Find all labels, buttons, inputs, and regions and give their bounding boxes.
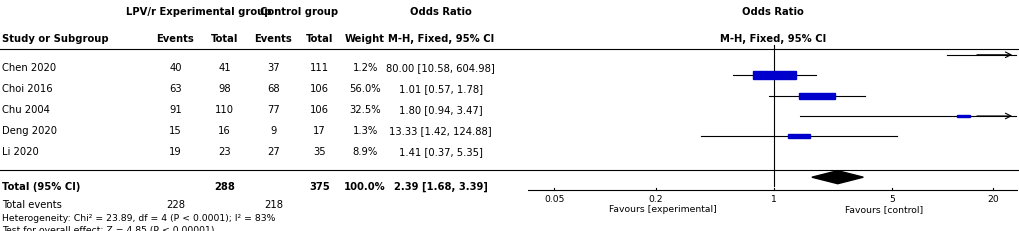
Text: 0.05: 0.05 bbox=[544, 194, 565, 203]
Text: 15: 15 bbox=[169, 125, 181, 136]
Text: 106: 106 bbox=[310, 105, 328, 115]
Text: Deng 2020: Deng 2020 bbox=[2, 125, 57, 136]
Text: 98: 98 bbox=[218, 84, 230, 94]
Text: M-H, Fixed, 95% CI: M-H, Fixed, 95% CI bbox=[387, 33, 493, 43]
Text: 23: 23 bbox=[218, 146, 230, 156]
Text: 288: 288 bbox=[214, 181, 234, 191]
Text: 218: 218 bbox=[264, 199, 282, 209]
Text: 17: 17 bbox=[313, 125, 325, 136]
Text: Total: Total bbox=[211, 33, 237, 43]
Text: Choi 2016: Choi 2016 bbox=[2, 84, 53, 94]
Text: Total: Total bbox=[306, 33, 332, 43]
Text: 19: 19 bbox=[169, 146, 181, 156]
Text: 106: 106 bbox=[310, 84, 328, 94]
Text: 1.80 [0.94, 3.47]: 1.80 [0.94, 3.47] bbox=[398, 105, 482, 115]
Polygon shape bbox=[811, 171, 862, 184]
Text: 16: 16 bbox=[218, 125, 230, 136]
Text: Favours [experimental]: Favours [experimental] bbox=[608, 204, 716, 213]
Text: Events: Events bbox=[156, 33, 195, 43]
Text: 77: 77 bbox=[267, 105, 279, 115]
Text: 1.01 [0.57, 1.78]: 1.01 [0.57, 1.78] bbox=[398, 84, 482, 94]
Text: 8.9%: 8.9% bbox=[353, 146, 377, 156]
Text: 63: 63 bbox=[169, 84, 181, 94]
Text: 375: 375 bbox=[309, 181, 329, 191]
Text: Weight: Weight bbox=[344, 33, 385, 43]
Text: Heterogeneity: Chi² = 23.89, df = 4 (P < 0.0001); I² = 83%: Heterogeneity: Chi² = 23.89, df = 4 (P <… bbox=[2, 213, 275, 222]
Text: Study or Subgroup: Study or Subgroup bbox=[2, 33, 109, 43]
Text: 0.2: 0.2 bbox=[648, 194, 662, 203]
Text: 91: 91 bbox=[169, 105, 181, 115]
Text: 1.2%: 1.2% bbox=[353, 63, 377, 73]
Text: LPV/r Experimental group: LPV/r Experimental group bbox=[126, 7, 271, 17]
Text: Test for overall effect: Z = 4.85 (P < 0.00001): Test for overall effect: Z = 4.85 (P < 0… bbox=[2, 225, 214, 231]
Text: 1.3%: 1.3% bbox=[353, 125, 377, 136]
Text: Odds Ratio: Odds Ratio bbox=[410, 7, 471, 17]
Text: 100.0%: 100.0% bbox=[344, 181, 385, 191]
Text: 111: 111 bbox=[310, 63, 328, 73]
FancyBboxPatch shape bbox=[752, 72, 796, 80]
Text: 27: 27 bbox=[267, 146, 279, 156]
Text: 9: 9 bbox=[270, 125, 276, 136]
Text: Control group: Control group bbox=[260, 7, 337, 17]
Text: Total events: Total events bbox=[2, 199, 62, 209]
Text: 40: 40 bbox=[169, 63, 181, 73]
Text: Favours [control]: Favours [control] bbox=[844, 204, 922, 213]
Text: 13.33 [1.42, 124.88]: 13.33 [1.42, 124.88] bbox=[389, 125, 491, 136]
Text: 35: 35 bbox=[313, 146, 325, 156]
Text: 68: 68 bbox=[267, 84, 279, 94]
Text: 1: 1 bbox=[770, 194, 776, 203]
Text: Total (95% CI): Total (95% CI) bbox=[2, 181, 81, 191]
Text: 110: 110 bbox=[215, 105, 233, 115]
Text: 5: 5 bbox=[888, 194, 894, 203]
Text: 32.5%: 32.5% bbox=[348, 105, 381, 115]
Text: 228: 228 bbox=[166, 199, 184, 209]
Text: 2.39 [1.68, 3.39]: 2.39 [1.68, 3.39] bbox=[393, 181, 487, 191]
Text: Events: Events bbox=[254, 33, 292, 43]
Text: 80.00 [10.58, 604.98]: 80.00 [10.58, 604.98] bbox=[386, 63, 494, 73]
Text: 56.0%: 56.0% bbox=[348, 84, 381, 94]
FancyBboxPatch shape bbox=[956, 115, 969, 118]
Text: 20: 20 bbox=[986, 194, 999, 203]
Text: 37: 37 bbox=[267, 63, 279, 73]
Text: Li 2020: Li 2020 bbox=[2, 146, 39, 156]
Text: 41: 41 bbox=[218, 63, 230, 73]
Text: 1.41 [0.37, 5.35]: 1.41 [0.37, 5.35] bbox=[398, 146, 482, 156]
Text: M-H, Fixed, 95% CI: M-H, Fixed, 95% CI bbox=[719, 33, 825, 43]
Text: Odds Ratio: Odds Ratio bbox=[742, 7, 803, 17]
Text: Chen 2020: Chen 2020 bbox=[2, 63, 56, 73]
Text: Chu 2004: Chu 2004 bbox=[2, 105, 50, 115]
FancyBboxPatch shape bbox=[799, 93, 834, 99]
FancyBboxPatch shape bbox=[787, 135, 809, 139]
